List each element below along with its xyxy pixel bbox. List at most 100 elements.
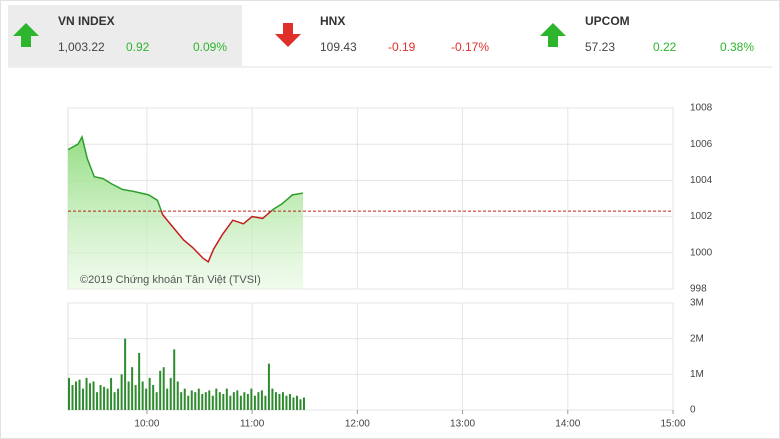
- volume-bar: [288, 393, 291, 410]
- volume-bar: [194, 392, 197, 410]
- volume-bar: [169, 377, 172, 410]
- volume-bar: [292, 397, 295, 410]
- index-change: 0.92: [126, 40, 150, 54]
- index-value: 109.43: [320, 40, 357, 54]
- volume-bar: [180, 392, 183, 410]
- volume-bar: [201, 393, 204, 410]
- volume-bar: [127, 381, 130, 410]
- x-tick-label: 12:00: [345, 419, 370, 430]
- volume-bar: [155, 392, 158, 410]
- volume-bar: [71, 385, 74, 410]
- volume-bar: [75, 381, 78, 410]
- volume-bar: [197, 388, 200, 410]
- volume-bar: [82, 388, 85, 410]
- volume-bar: [110, 377, 113, 410]
- volume-bar: [166, 388, 169, 410]
- y-tick-label: 2M: [690, 333, 704, 344]
- direction-arrow: [540, 23, 566, 47]
- watermark: ©2019 Chứng khoán Tân Việt (TVSI): [80, 274, 261, 286]
- volume-bar: [124, 338, 127, 410]
- volume-bar: [96, 392, 99, 410]
- y-tick-label: 1008: [690, 103, 713, 114]
- y-tick-label: 1006: [690, 139, 713, 150]
- index-pct: 0.09%: [193, 40, 227, 54]
- index-pct: 0.38%: [720, 40, 754, 54]
- volume-bar: [264, 395, 267, 410]
- volume-bar: [236, 390, 239, 410]
- volume-bar: [145, 388, 148, 410]
- x-tick-label: 10:00: [134, 419, 159, 430]
- y-tick-label: 998: [690, 284, 707, 295]
- volume-bar: [117, 388, 120, 410]
- volume-bar: [285, 395, 288, 410]
- volume-bar: [183, 388, 186, 410]
- volume-bar: [92, 381, 95, 410]
- y-tick-label: 1002: [690, 211, 713, 222]
- volume-bar: [229, 395, 232, 410]
- y-tick-label: 1M: [690, 369, 704, 380]
- volume-bar: [253, 395, 256, 410]
- index-pct: -0.17%: [451, 40, 489, 54]
- volume-bar: [239, 395, 242, 410]
- volume-bar: [232, 392, 235, 410]
- volume-bar: [138, 352, 141, 410]
- direction-arrow: [13, 23, 39, 47]
- index-change: 0.22: [653, 40, 677, 54]
- volume-bar: [295, 395, 298, 410]
- volume-bar: [99, 385, 102, 410]
- index-box: [8, 5, 242, 66]
- x-tick-label: 13:00: [450, 419, 475, 430]
- volume-bar: [134, 385, 137, 410]
- volume-bar: [173, 349, 176, 410]
- x-tick-label: 15:00: [660, 419, 685, 430]
- volume-bar: [120, 374, 123, 410]
- volume-bar: [215, 388, 218, 410]
- volume-bar: [271, 388, 274, 410]
- x-tick-label: 11:00: [240, 419, 265, 430]
- volume-bar: [299, 399, 302, 410]
- y-tick-label: 1004: [690, 175, 713, 186]
- price-area: [68, 136, 303, 289]
- volume-bar: [257, 392, 260, 410]
- volume-bar: [131, 367, 134, 410]
- volume-bar: [246, 393, 249, 410]
- volume-bar: [267, 363, 270, 410]
- index-value: 57.23: [585, 40, 615, 54]
- volume-bar: [302, 397, 305, 410]
- x-tick-label: 14:00: [555, 419, 580, 430]
- volume-bar: [278, 393, 281, 410]
- volume-bar: [113, 392, 116, 410]
- index-value: 1,003.22: [58, 40, 105, 54]
- volume-bar: [176, 381, 179, 410]
- volume-bar: [78, 379, 81, 410]
- volume-bar: [85, 377, 88, 410]
- volume-bar: [225, 388, 228, 410]
- volume-bar: [68, 377, 70, 410]
- volume-bar: [162, 367, 165, 410]
- volume-bar: [218, 392, 221, 410]
- volume-bar: [106, 388, 109, 410]
- volume-bar: [250, 388, 253, 410]
- volume-bar: [190, 390, 193, 410]
- index-name: VN INDEX: [58, 14, 115, 28]
- volume-bar: [281, 392, 284, 410]
- volume-bar: [187, 395, 190, 410]
- volume-bar: [103, 386, 106, 410]
- volume-bar: [208, 390, 211, 410]
- volume-bar: [89, 383, 92, 410]
- y-tick-label: 3M: [690, 298, 704, 309]
- price-line: [67, 134, 304, 263]
- plot-frame: [67, 302, 674, 411]
- volume-bar: [274, 392, 277, 410]
- volume-bar: [159, 370, 162, 410]
- volume-bar: [204, 392, 207, 410]
- volume-bar: [243, 392, 246, 410]
- index-name: UPCOM: [585, 14, 630, 28]
- volume-bar: [260, 390, 263, 410]
- direction-arrow: [275, 23, 301, 47]
- volume-bar: [141, 381, 144, 410]
- y-tick-label: 1000: [690, 247, 713, 258]
- volume-bar: [152, 385, 155, 410]
- volume-bar: [148, 377, 151, 410]
